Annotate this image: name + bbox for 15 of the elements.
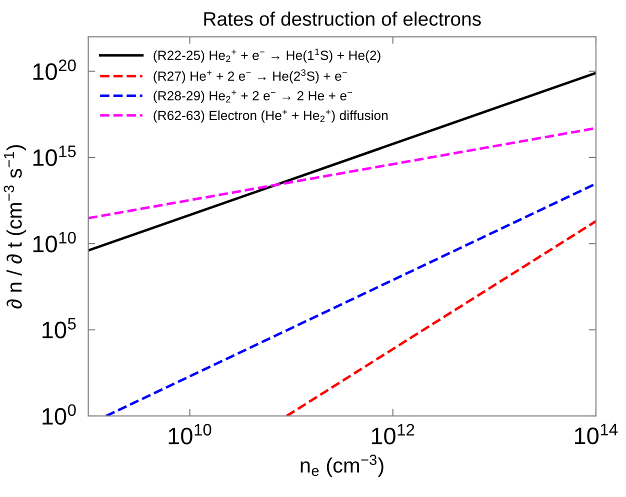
y-tick-label: 10$^{10}$ xyxy=(33,232,76,252)
y-tick-label: 10$^{0}$ xyxy=(42,404,76,425)
legend-label: (R22-25) He$_{2}$$^{+}$ + e$^{−}$ → He(1$^{1}$S) + He(2) xyxy=(154,48,380,63)
x-tick-label: 10$^{14}$ xyxy=(574,424,618,444)
legend-label: (R28-29) He$_{2}$$^{+}$ + 2 e$^{−}$ → 2 He + e$^{−}$ xyxy=(154,90,352,104)
y-axis-title: ∂ n / ∂ t (cm$^{−3}$ s$^{−1}$) xyxy=(4,145,26,309)
y-tick-label: 10$^{5}$ xyxy=(42,318,76,338)
x-tick-label: 10$^{10}$ xyxy=(168,424,212,444)
x-axis-title: n$_{e}$ (cm$^{−3}$) xyxy=(300,454,384,477)
chart-title: Rates of destruction of electrons xyxy=(204,12,481,26)
y-tick-label: 10$^{20}$ xyxy=(33,60,76,80)
legend-label: (R27) He$^{+}$ + 2 e$^{−}$ → He(2$^{3}$S) + e$^{−}$ xyxy=(154,69,347,84)
y-tick-label: 10$^{15}$ xyxy=(33,146,76,166)
x-tick-label: 10$^{12}$ xyxy=(372,424,414,444)
legend-label: (R62-63) Electron (He$^{+}$ + He$_{2}$$^{+}$) diffusion xyxy=(154,110,388,123)
